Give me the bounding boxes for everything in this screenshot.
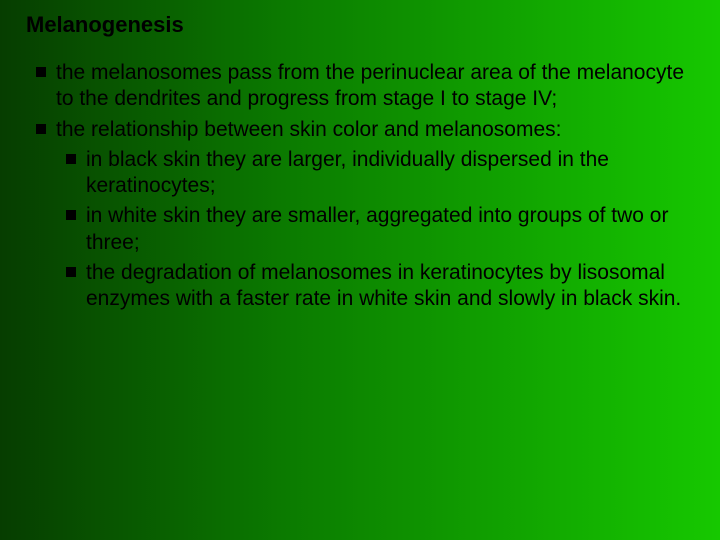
list-item: the relationship between skin color and …: [26, 117, 694, 313]
bullet-sublist: in black skin they are larger, individua…: [56, 147, 694, 313]
list-item: the degradation of melanosomes in kerati…: [56, 260, 694, 313]
list-item: in black skin they are larger, individua…: [56, 147, 694, 200]
bullet-text: the melanosomes pass from the perinuclea…: [56, 61, 684, 110]
bullet-text: the degradation of melanosomes in kerati…: [86, 261, 681, 310]
bullet-text: in white skin they are smaller, aggregat…: [86, 204, 668, 253]
list-item: in white skin they are smaller, aggregat…: [56, 203, 694, 256]
slide: Melanogenesis the melanosomes pass from …: [0, 0, 720, 540]
list-item: the melanosomes pass from the perinuclea…: [26, 60, 694, 113]
slide-content: the melanosomes pass from the perinuclea…: [26, 60, 694, 316]
bullet-text: in black skin they are larger, individua…: [86, 148, 609, 197]
bullet-list: the melanosomes pass from the perinuclea…: [26, 60, 694, 312]
bullet-text: the relationship between skin color and …: [56, 118, 561, 141]
slide-title: Melanogenesis: [26, 12, 184, 38]
